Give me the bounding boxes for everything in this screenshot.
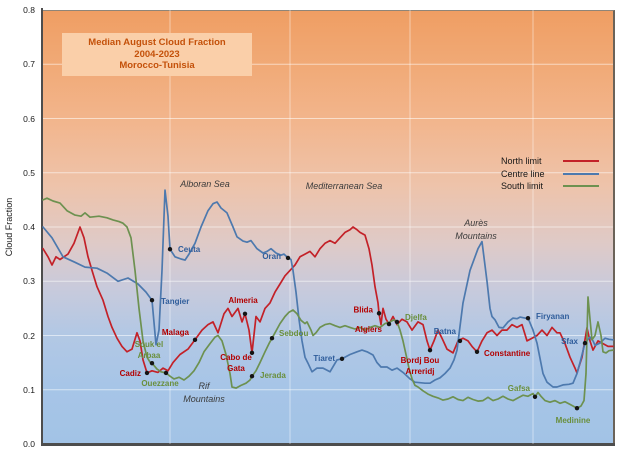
city-label-souk-el: Souk el Arbaa <box>135 340 163 360</box>
city-marker-djelfa <box>394 319 400 325</box>
chart-title-line-2: 2004-2023 <box>134 48 180 60</box>
y-axis-tick-labels: 0.0 0.1 0.2 0.3 0.4 0.5 0.6 0.7 0.8 <box>0 0 37 455</box>
city-marker-ouezzane <box>163 370 169 376</box>
city-marker-sebdou <box>269 336 275 341</box>
legend-item-south-limit: South limit <box>501 180 599 193</box>
city-marker-jerada <box>249 373 255 379</box>
legend-item-centre-line: Centre line <box>501 168 599 181</box>
legend-line-swatch <box>563 172 599 175</box>
city-label-gafsa: Gafsa <box>508 384 531 393</box>
city-marker-almeria <box>242 311 248 316</box>
city-marker-firyanan <box>525 315 531 321</box>
city-label-batna: Batna <box>434 327 457 336</box>
y-axis-title: Cloud Fraction <box>4 197 14 257</box>
series-line-centre-line <box>42 189 614 388</box>
chart-title-box: Median August Cloud Fraction 2004-2023 M… <box>62 33 252 76</box>
annotation-alboran-sea: Alboran Sea <box>179 179 230 189</box>
y-axis-tick-label: 0.7 <box>23 59 35 70</box>
city-label-cadiz: Cadiz <box>120 369 141 378</box>
city-label-tiaret: Tiaret <box>313 354 335 363</box>
x-axis-line <box>41 443 615 446</box>
city-label-malaga: Malaga <box>162 328 190 337</box>
city-label-ceuta: Ceuta <box>178 245 201 254</box>
city-label-firyanan: Firyanan <box>536 312 569 321</box>
city-marker-blida <box>376 311 382 316</box>
city-label-oran: Oran <box>262 252 281 261</box>
city-marker-cabo-de <box>249 350 255 356</box>
city-label-constantine: Constantine <box>484 349 531 358</box>
city-marker-tangier <box>149 298 155 303</box>
city-label-sebdou: Sebdou <box>279 329 308 338</box>
legend-line-swatch <box>563 185 599 188</box>
annotation-rif: Rif Mountains <box>183 381 225 404</box>
y-axis-tick-label: 0.6 <box>23 113 35 124</box>
legend-item-north-limit: North limit <box>501 155 599 168</box>
legend-label: North limit <box>501 156 542 167</box>
city-marker-gafsa <box>532 394 538 400</box>
y-axis-tick-label: 0.2 <box>23 330 35 341</box>
legend-label: Centre line <box>501 168 545 179</box>
y-axis-tick-label: 0.8 <box>23 5 35 15</box>
city-label-cabo-de: Cabo de Gata <box>220 353 252 373</box>
series-line-south-limit <box>42 197 614 410</box>
city-marker-tiaret <box>339 356 345 362</box>
y-axis-tick-label: 0.4 <box>23 222 35 232</box>
city-marker-malaga <box>192 337 198 343</box>
city-label-blida: Blida <box>353 305 373 314</box>
chart-title-line-1: Median August Cloud Fraction <box>88 37 226 48</box>
legend-line-swatch <box>563 160 599 163</box>
city-label-bordj-bou: Bordj Bou Arreridj <box>401 356 440 376</box>
city-marker-cadiz <box>144 370 150 376</box>
y-axis-tick-label: 0.1 <box>23 384 35 395</box>
city-label-medinine: Medinine <box>556 416 591 425</box>
legend: North limit Centre line South limit <box>501 155 599 193</box>
y-axis-line <box>41 8 43 445</box>
city-marker-constantine <box>474 349 480 354</box>
series-line-north-limit <box>42 226 614 374</box>
city-label-ouezzane: Ouezzane <box>141 379 179 388</box>
city-label-jerada: Jerada <box>260 371 286 380</box>
y-axis-tick-label: 0.5 <box>23 167 35 178</box>
y-axis-tick-label: 0.3 <box>23 276 35 287</box>
city-label-almeria: Almeria <box>228 296 258 305</box>
city-label-djelfa: Djelfa <box>405 313 427 322</box>
city-marker-souk-el <box>149 360 155 366</box>
annotation-mediterranean-sea: Mediterranean Sea <box>306 181 383 191</box>
city-label-sfax: Sfax <box>561 337 578 346</box>
city-marker-oran <box>285 255 291 261</box>
city-marker-algiers <box>386 321 392 327</box>
city-marker-medinine <box>574 405 580 411</box>
city-label-tangier: Tangier <box>161 297 189 306</box>
annotation-aurès: Aurès Mountains <box>455 218 497 241</box>
y-axis-tick-label: 0.0 <box>23 439 35 449</box>
legend-label: South limit <box>501 181 544 192</box>
city-marker-ceuta <box>167 247 173 252</box>
chart-title-line-3: Morocco-Tunisia <box>119 60 195 71</box>
city-marker-bordj-bou <box>427 347 433 353</box>
city-label-algiers: Algiers <box>355 325 383 334</box>
city-marker-sfax <box>582 340 588 346</box>
city-marker-batna <box>457 338 463 344</box>
